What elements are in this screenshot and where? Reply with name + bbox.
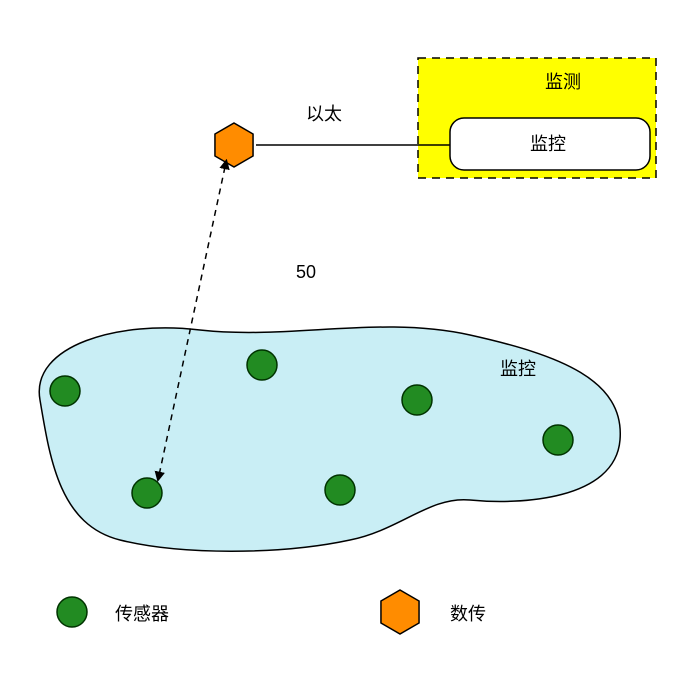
legend-hex-label: 数传 xyxy=(450,604,486,624)
gateway-hexagon xyxy=(215,123,253,167)
sensor-node xyxy=(402,385,432,415)
blob-label: 监控 xyxy=(500,359,536,379)
sensor-node xyxy=(247,350,277,380)
monitor-title-label: 监测 xyxy=(545,72,581,92)
ethernet-label: 以太 xyxy=(306,104,342,124)
sensor-node xyxy=(50,376,80,406)
distance-label: 50 xyxy=(296,262,316,282)
sensor-node xyxy=(325,475,355,505)
legend-sensor-label: 传感器 xyxy=(115,604,169,624)
legend-hex-icon xyxy=(381,590,419,634)
monitor-inner-label: 监控 xyxy=(530,134,566,154)
sensor-node xyxy=(543,425,573,455)
legend-sensor-icon xyxy=(57,597,87,627)
sensor-node xyxy=(132,478,162,508)
